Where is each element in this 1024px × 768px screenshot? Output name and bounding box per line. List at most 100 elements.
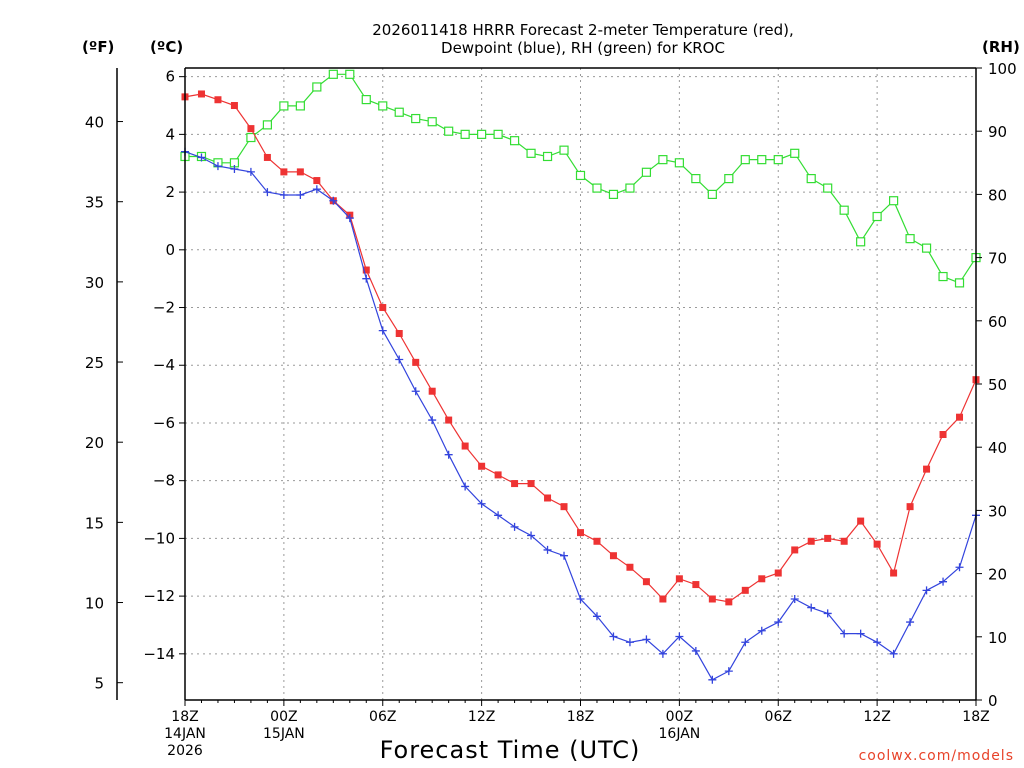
temperature-point — [544, 494, 552, 502]
credit-text: coolwx.com/models — [859, 748, 1014, 764]
rh-unit-label: (RH) — [982, 38, 1020, 56]
celsius-tick-label: −14 — [143, 645, 175, 663]
temperature-point — [807, 537, 815, 545]
temperature-point — [725, 598, 733, 606]
dewpoint-point — [625, 638, 634, 647]
fahrenheit-tick-label: 30 — [85, 274, 104, 292]
dewpoint-point — [345, 214, 354, 223]
temperature-point — [478, 462, 486, 470]
dewpoint-point — [428, 416, 437, 425]
temperature-point — [395, 329, 403, 337]
temperature-point — [609, 552, 617, 560]
fahrenheit-tick-label: 25 — [85, 354, 104, 372]
rh-point — [427, 117, 437, 127]
dewpoint-point — [939, 577, 948, 586]
rh-point — [509, 136, 520, 146]
dewpoint-point — [840, 629, 849, 638]
rh-point — [361, 94, 371, 105]
rh-tick-label: 30 — [988, 502, 1007, 520]
rh-point — [954, 278, 965, 288]
temperature-point — [197, 90, 205, 98]
rh-tick-label: 90 — [988, 123, 1007, 141]
time-tick-label: 00Z — [666, 709, 693, 725]
dewpoint-point — [494, 511, 503, 520]
time-tick-date-label: 16JAN — [659, 726, 701, 742]
celsius-unit-label: (ºC) — [150, 38, 183, 56]
rh-point — [823, 183, 833, 193]
celsius-tick-label: −12 — [143, 587, 175, 605]
rh-point — [262, 120, 272, 130]
series-layer — [180, 69, 981, 684]
temperature-point — [906, 503, 914, 511]
rh-point — [921, 243, 932, 253]
x-axis-title: Forecast Time (UTC) — [380, 736, 641, 764]
rh-point — [246, 132, 256, 143]
dewpoint-point — [230, 165, 239, 174]
dewpoint-point — [378, 326, 387, 335]
dewpoint-point — [312, 185, 321, 194]
temperature-point — [642, 578, 650, 586]
dewpoint-point — [543, 545, 552, 554]
temperature-point — [758, 575, 766, 583]
celsius-tick-label: 6 — [165, 68, 175, 86]
temperature-point — [280, 168, 288, 176]
temperature-point — [445, 416, 453, 424]
celsius-tick-label: −8 — [153, 472, 175, 490]
rh-point — [905, 234, 915, 244]
dewpoint-point — [395, 355, 404, 364]
rh-point — [872, 211, 882, 222]
dewpoint-point — [197, 153, 206, 162]
rh-point — [724, 174, 734, 184]
rh-tick-label: 80 — [988, 186, 1007, 204]
celsius-tick-label: −6 — [153, 414, 175, 432]
time-tick-date-label: 14JAN — [164, 726, 206, 742]
axis-ticks: 6420−2−4−6−8−10−12−144035302520151051009… — [85, 60, 1017, 759]
dewpoint-point — [592, 612, 601, 621]
dewpoint-point — [691, 646, 700, 655]
rh-point — [608, 189, 619, 199]
temperature-point — [791, 546, 799, 554]
dewpoint-point — [329, 196, 338, 205]
dewpoint-point — [955, 563, 964, 572]
dewpoint-point — [609, 632, 618, 641]
dewpoint-point — [856, 629, 865, 638]
dewpoint-point — [790, 594, 799, 603]
time-tick-label: 18Z — [567, 709, 594, 725]
rh-point — [295, 101, 305, 111]
celsius-tick-label: 2 — [165, 183, 175, 201]
temperature-point — [659, 595, 667, 603]
rh-tick-label: 10 — [988, 629, 1007, 647]
dewpoint-point — [411, 387, 420, 396]
dewpoint-point — [807, 603, 816, 612]
rh-point — [542, 151, 553, 162]
rh-point — [938, 271, 948, 282]
dewpoint-point — [527, 531, 536, 540]
time-tick-label: 12Z — [863, 709, 890, 725]
rh-point — [773, 155, 783, 165]
dewpoint-point — [279, 190, 288, 199]
rh-point — [757, 155, 767, 165]
celsius-tick-label: −10 — [143, 529, 175, 547]
dewpoint-point — [362, 274, 371, 283]
celsius-tick-label: 4 — [165, 125, 175, 143]
temperature-point — [939, 431, 947, 439]
celsius-tick-label: −2 — [153, 299, 175, 317]
rh-point — [691, 174, 701, 184]
fahrenheit-tick-label: 5 — [94, 675, 104, 693]
rh-point — [477, 129, 487, 139]
temperature-point — [247, 125, 255, 133]
fahrenheit-tick-label: 35 — [85, 194, 104, 212]
rh-point — [279, 101, 289, 111]
dewpoint-point — [922, 586, 931, 595]
temperature-point — [428, 387, 436, 395]
rh-tick-label: 100 — [988, 60, 1017, 78]
rh-point — [378, 101, 388, 111]
dewpoint-point — [675, 632, 684, 641]
temperature-point — [626, 563, 634, 571]
temperature-point — [494, 471, 502, 479]
dewpoint-point — [741, 638, 750, 647]
rh-point — [839, 205, 849, 215]
gridlines — [185, 68, 976, 700]
dewpoint-point — [296, 190, 305, 199]
